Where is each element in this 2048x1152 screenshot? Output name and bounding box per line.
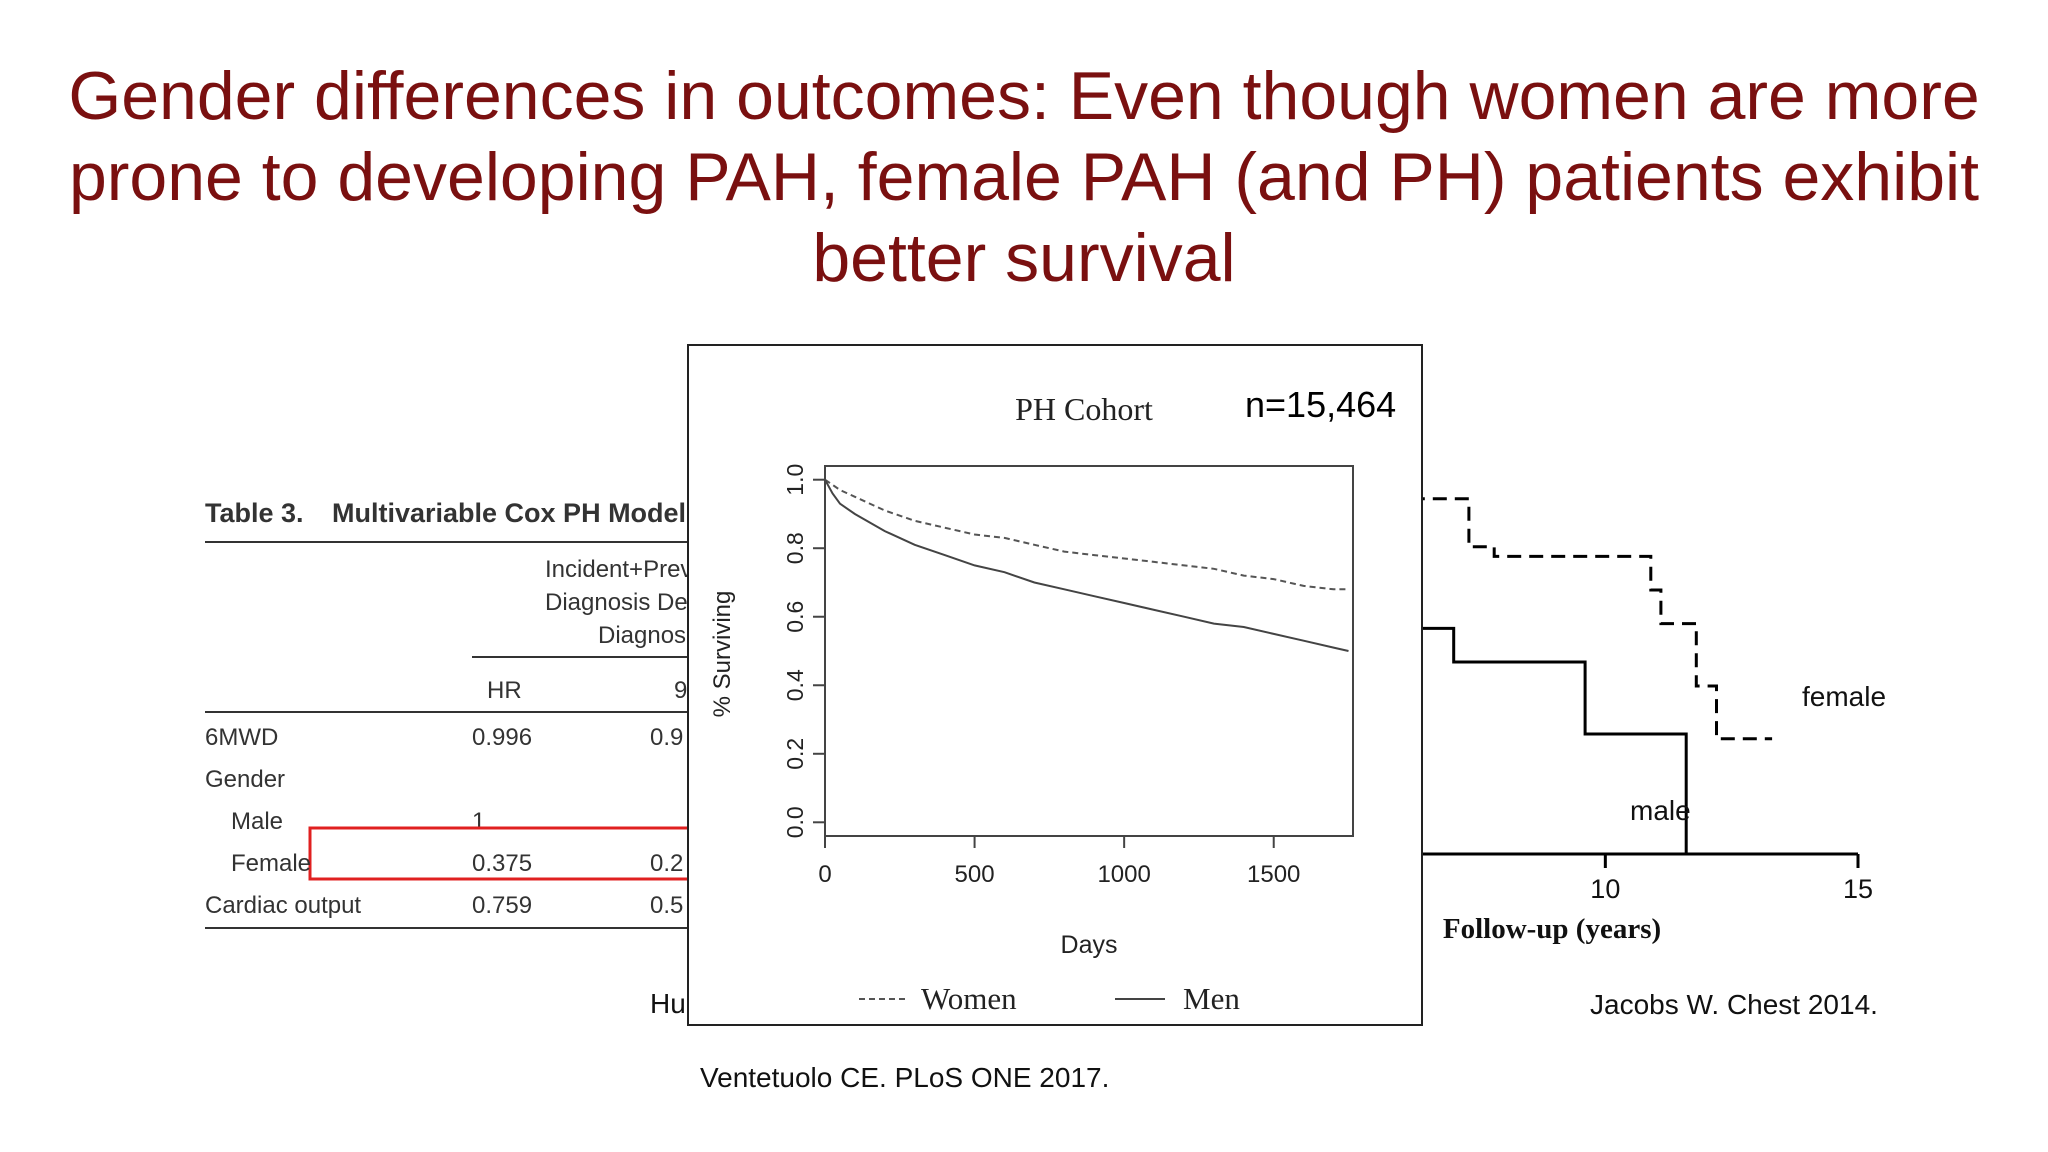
ph-y-ticks: 0.0 0.2 0.4 0.6 0.8 1.0 [782,464,825,838]
table-row-v2: 0.9 [650,724,683,751]
ph-cohort-panel: PH Cohort n=15,464 0.0 0.2 0.4 0.6 0.8 1.0 0 5… [687,344,1423,1026]
km-x-tick-label: 10 [1590,874,1620,904]
ph-y-tick-label: 0.6 [782,601,808,633]
ph-series-group [824,478,1349,652]
table-row-v2: 0.2 [650,850,683,877]
table-row-hr: 0.759 [472,892,532,919]
ph-y-tick-label: 0.8 [782,532,808,564]
km-label-female: female [1802,681,1886,712]
km-citation: Jacobs W. Chest 2014. [1590,989,1878,1020]
table-row-label: Female [231,850,311,877]
ph-series-women [824,478,1349,591]
table-header-line-2: Diagnosis Dela [545,589,707,616]
slide-title: Gender differences in outcomes: Even tho… [68,58,1980,296]
ph-y-axis-title: % Surviving [709,591,736,718]
table-header-line-3: Diagnosis [598,622,703,649]
ph-x-tick-label: 1000 [1097,861,1150,888]
km-label-male: male [1630,795,1691,826]
ph-x-axis-title: Days [1061,931,1118,959]
table-citation: Hu [650,988,686,1019]
table-row-hr: 0.375 [472,850,532,877]
ph-y-tick-label: 0.4 [782,669,808,701]
table-row-label: Cardiac output [205,892,361,919]
km-x-ticks: 51015 [1345,854,1873,904]
table-row-v2: 0.5 [650,892,683,919]
table-number: Table 3. [205,498,304,528]
ph-x-ticks: 0 500 1000 1500 [818,836,1300,888]
ph-x-tick-label: 500 [955,861,995,888]
ph-x-tick-label: 1500 [1247,861,1300,888]
ph-y-tick-label: 0.2 [782,738,808,770]
table-header-line-1: Incident+Prev [545,556,692,583]
ph-cohort-chart: PH Cohort n=15,464 0.0 0.2 0.4 0.6 0.8 1.0 0 5… [709,384,1396,1016]
ph-x-tick-label: 0 [818,861,831,888]
ph-cohort-citation: Ventetuolo CE. PLoS ONE 2017. [700,1062,1110,1093]
table-row-label: Gender [205,766,285,793]
table-row-label: 6MWD [205,724,278,751]
table-row-hr: 0.996 [472,724,532,751]
table-col-2: 9 [674,677,687,704]
legend-women-label: Women [921,981,1017,1016]
ph-y-tick-label: 1.0 [782,464,808,496]
km-x-axis-title: Follow-up (years) [1443,913,1661,945]
table-title: Multivariable Cox PH Model [332,498,686,528]
ph-plot-frame [824,465,1354,837]
ph-chart-annotation: n=15,464 [1245,384,1396,425]
ph-y-tick-label: 0.0 [782,806,808,838]
legend-men-label: Men [1183,981,1240,1016]
table-row-label: Male [231,808,283,835]
ph-series-men [824,479,1349,652]
ph-chart-title: PH Cohort [1015,391,1153,427]
km-x-tick-label: 15 [1843,874,1873,904]
table-col-hr: HR [487,677,522,704]
